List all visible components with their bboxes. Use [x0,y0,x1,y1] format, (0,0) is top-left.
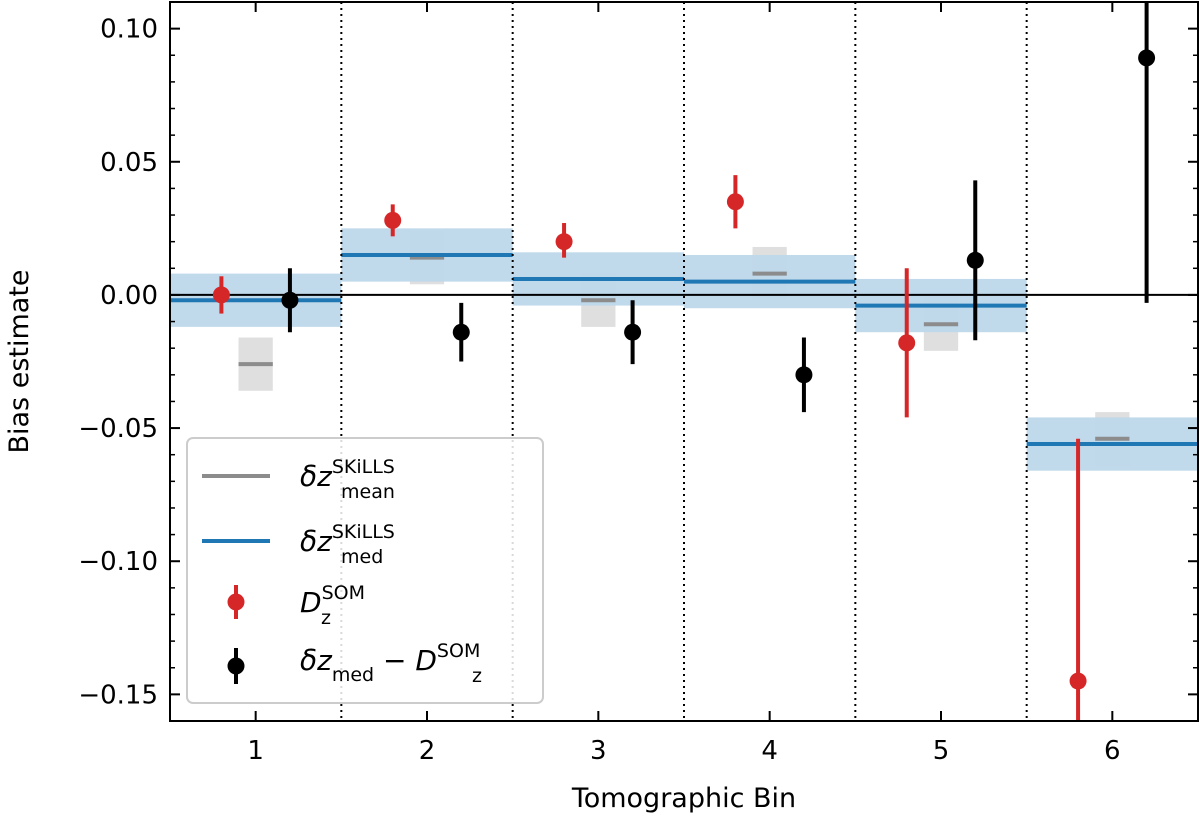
legend-som-label: DSOM z [300,582,365,629]
legend-mean-sup: SKiLLS [332,456,395,478]
legend-diff-sub2: z [472,665,482,687]
y-tick-label-1: −0.10 [78,547,158,577]
bands-layer [170,228,1198,471]
plot-frame [169,1,1199,722]
legend-diff-sup: SOM [437,640,480,662]
som-point-2 [384,211,402,229]
legend-med-sup: SKiLLS [332,521,395,543]
y-tick-label-4: 0.05 [100,148,158,178]
x-tick-label-5: 5 [933,736,950,766]
legend-box [186,437,544,704]
diff-point-4 [795,366,813,384]
x-tick-label-6: 6 [1104,736,1121,766]
x-tick-label-3: 3 [590,736,607,766]
legend-som-sub: z [321,607,331,629]
legend-diff-label: δzmed − DSOM z [300,640,482,687]
x-tick-label-4: 4 [761,736,778,766]
legend-med-label: δzSKiLLS med [300,521,395,568]
x-tick-label-1: 1 [247,736,264,766]
diff-point-2 [452,323,470,341]
legend-som-sup: SOM [322,582,365,604]
som-point-4 [726,193,744,211]
y-tick-label-2: −0.05 [78,414,158,444]
y-tick-label-5: 0.10 [100,15,158,45]
legend-diff-sub: med [332,664,374,686]
legend-diff-minus: − D [374,644,437,677]
x-tick-label-2: 2 [419,736,436,766]
legend-diff-main: δz [300,644,333,677]
diff-point-1 [281,291,299,309]
points-layer [212,2,1156,721]
y-tick-label-3: 0.00 [100,281,158,311]
legend-som-marker [227,593,245,611]
legend-med-sub: med [341,546,383,568]
legend-mean-main: δz [300,460,333,493]
som-point-6 [1069,672,1087,690]
x-axis-label: Tomographic Bin [571,783,796,814]
som-point-1 [212,286,230,304]
legend-mean-sub: mean [341,481,395,503]
y-tick-label-0: −0.15 [78,680,158,710]
diff-point-6 [1138,49,1156,67]
y-axis-label: Bias estimate [4,269,35,453]
legend: δzSKiLLS mean δzSKiLLS med DSOM z δzmed − D… [186,437,544,704]
legend-med-main: δz [300,525,333,558]
diff-point-5 [966,251,984,269]
legend-mean-label: δzSKiLLS mean [300,456,395,503]
som-point-5 [898,334,916,352]
som-point-3 [555,233,573,251]
legend-som-main: D [300,586,322,619]
diff-point-3 [624,323,642,341]
legend-diff-marker [227,657,245,675]
